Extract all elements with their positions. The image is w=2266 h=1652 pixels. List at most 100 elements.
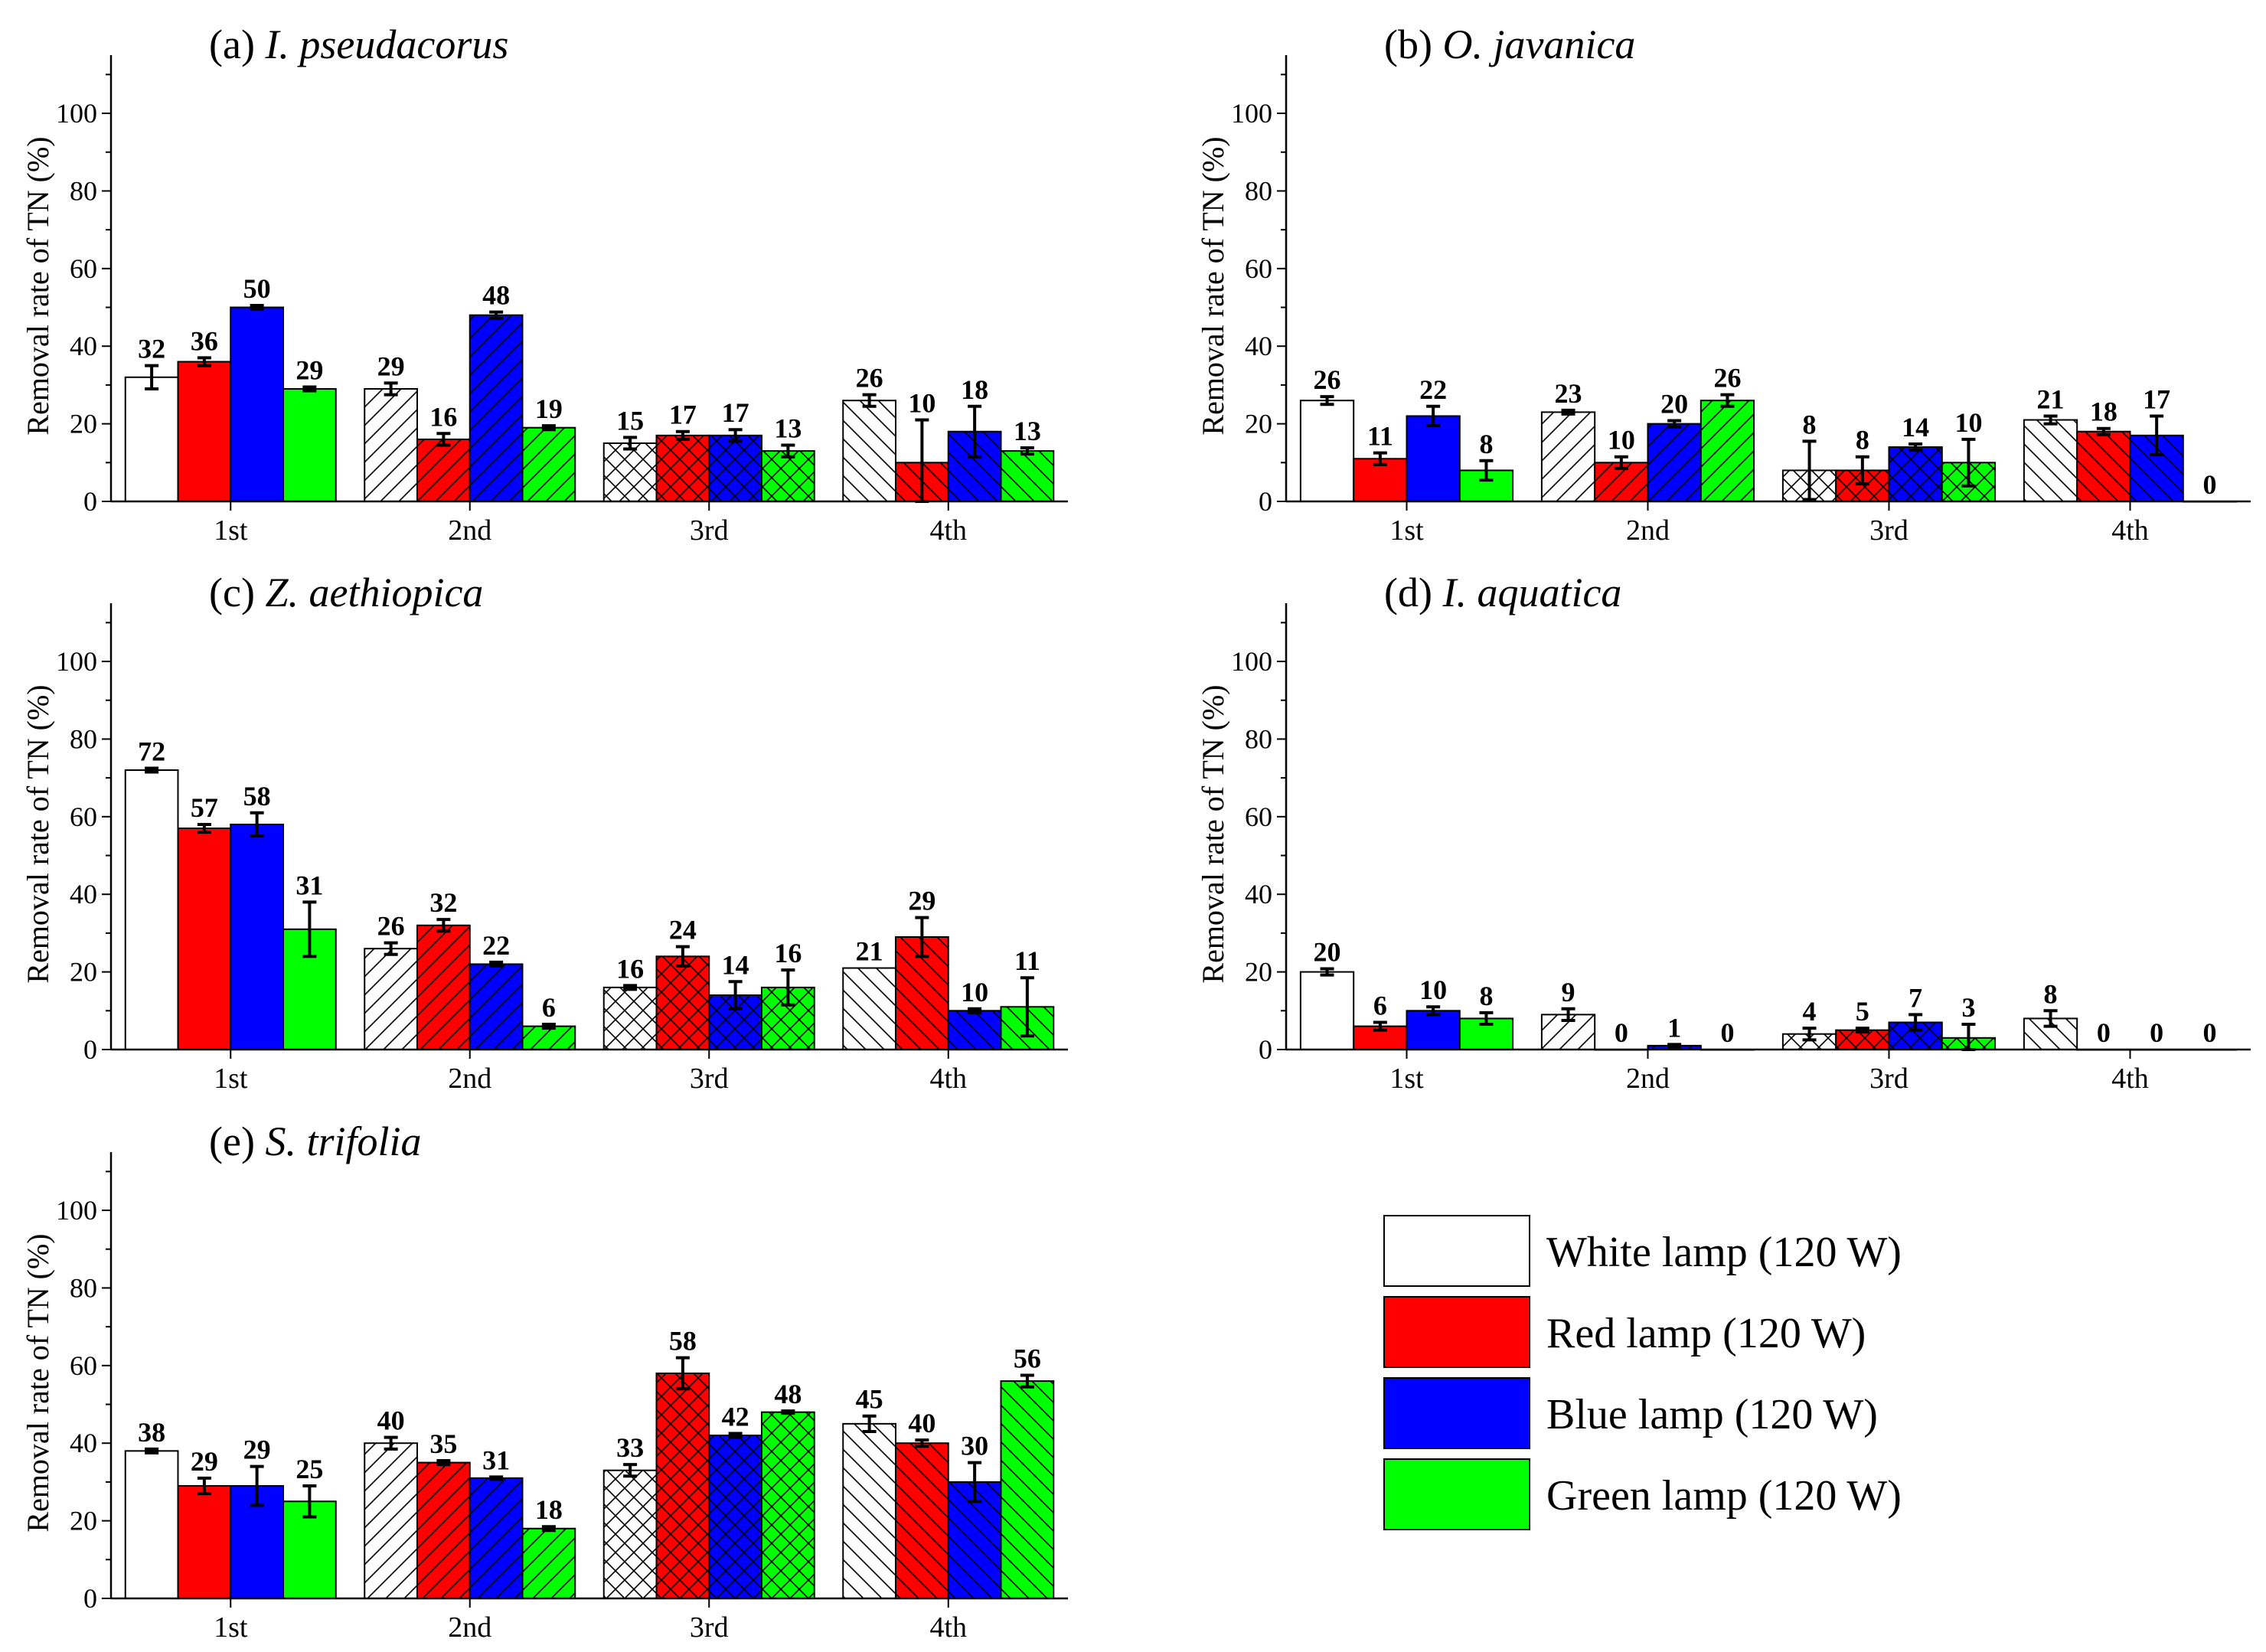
y-tick-label: 100 [56,1195,97,1226]
bar-hatch [469,964,523,1050]
legend-swatch-green [1383,1458,1530,1530]
bar-hatch [656,956,710,1050]
panel-a: (a) I. pseudacorus Removal rate of TN (%)… [21,21,1068,547]
data-label: 56 [1014,1343,1041,1374]
data-label: 20 [1660,389,1688,420]
data-label: 42 [722,1402,749,1432]
y-tick-label: 60 [1245,253,1272,284]
x-tick-label: 4th [2111,1063,2149,1095]
data-label: 18 [961,374,988,405]
bar-hatch [469,315,523,501]
bar-hatch [522,1528,576,1598]
data-label: 10 [961,977,988,1007]
data-label: 7 [1908,982,1922,1013]
y-tick-label: 60 [1245,802,1272,832]
bar [124,376,179,503]
bar-hatch [948,1010,1001,1050]
panel-b: (b) O. javanica Removal rate of TN (%) 0 20… [1196,21,2251,547]
x-tick-label: 4th [929,514,967,547]
data-label: 1 [1667,1012,1681,1043]
data-label: 32 [138,334,165,364]
data-label: 26 [856,363,883,393]
panel-title-prefix: (a) [209,21,265,67]
panel-title: (c) Z. aethiopica [209,570,483,615]
panel-title-prefix: (c) [209,570,265,615]
data-label: 48 [482,280,510,311]
data-label: 24 [669,915,697,945]
y-tick-label: 0 [1259,1034,1272,1065]
x-tick-label: 3rd [690,1063,729,1095]
bar [1406,415,1461,502]
bar-hatch [469,1477,523,1598]
bar [124,769,179,1051]
x-tick-label: 1st [1389,1063,1424,1095]
y-tick-label: 0 [83,1583,97,1614]
panel-title-prefix: (e) [209,1118,265,1164]
legend-swatch-blue [1383,1377,1530,1449]
data-label: 20 [1314,937,1341,968]
data-label: 57 [191,792,218,823]
bar-hatch [656,1373,710,1598]
y-tick-label: 20 [1245,409,1272,439]
bar-hatch [364,388,417,501]
data-label: 29 [908,886,935,916]
data-label: 14 [722,949,749,980]
data-label: 8 [2044,978,2058,1009]
y-axis-label: Removal rate of TN (%) [1196,136,1230,435]
data-label: 11 [1014,945,1040,976]
panel-title-species: I. aquatica [1442,570,1621,615]
bar-hatch [603,1470,657,1598]
y-tick-label: 20 [70,957,97,988]
chart-panels: (a) I. pseudacorus Removal rate of TN (%)… [21,21,2251,1644]
data-label: 10 [1954,407,1982,438]
panel-title-species: I. pseudacorus [264,21,508,67]
y-tick-label: 60 [70,1350,97,1381]
bar-hatch [603,987,657,1050]
bar-hatch [709,1435,762,1598]
data-label: 38 [138,1417,165,1448]
y-tick-label: 0 [1259,486,1272,517]
y-tick-label: 40 [70,1428,97,1458]
y-tick-label: 40 [70,331,97,361]
y-tick-label: 80 [1245,723,1272,754]
data-label: 18 [535,1494,563,1525]
bar-hatch [2077,431,2130,501]
bar-hatch [762,1412,815,1598]
data-label: 36 [191,325,218,356]
bar-hatch [1700,400,1755,501]
y-tick-label: 80 [1245,175,1272,206]
legend-label-red: Red lamp (120 W) [1546,1310,1866,1357]
x-tick-label: 2nd [448,1063,491,1095]
data-label: 30 [961,1431,988,1461]
bar-hatch [656,435,710,501]
data-label: 58 [243,781,271,811]
data-label: 10 [1419,975,1447,1005]
legend-item-white: White lamp (120 W) [1383,1215,1902,1287]
x-tick-label: 2nd [448,1611,491,1644]
legend-swatch-white [1383,1215,1530,1287]
panel-title-species: Z. aethiopica [265,570,483,615]
x-tick-label: 4th [929,1063,967,1095]
panel-title-prefix: (d) [1384,570,1442,615]
y-tick-label: 60 [70,802,97,832]
data-label: 29 [191,1446,218,1477]
y-tick-label: 40 [70,879,97,909]
legend-label-white: White lamp (120 W) [1546,1229,1902,1276]
bar [282,387,337,502]
bar-hatch [417,439,470,501]
y-tick-label: 40 [1245,879,1272,909]
data-label: 11 [1367,421,1393,452]
x-tick-label: 3rd [690,514,729,547]
data-label: 32 [429,887,457,918]
data-label: 17 [2143,384,2170,414]
bar [1299,971,1355,1050]
panel-title: (b) O. javanica [1384,21,1635,67]
data-label: 16 [616,953,644,984]
data-label: 31 [295,870,323,900]
legend-label-green: Green lamp (120 W) [1546,1472,1902,1520]
x-tick-label: 3rd [690,1611,729,1644]
bar-hatch [603,442,657,501]
data-label: 58 [669,1326,697,1357]
data-label: 16 [429,401,457,432]
data-label: 26 [1314,364,1341,395]
